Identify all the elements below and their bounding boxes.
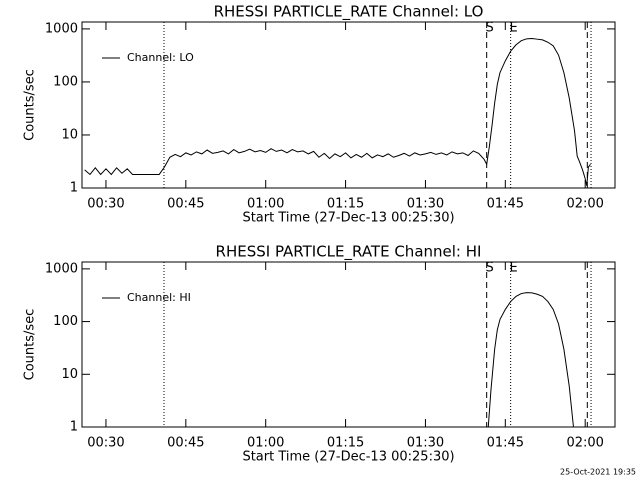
event-label: E — [510, 261, 518, 276]
y-tick-label: 100 — [53, 74, 78, 89]
y-tick-label: 1 — [70, 181, 78, 196]
x-tick-label: 01:45 — [487, 197, 524, 212]
x-tick-label: 01:00 — [247, 436, 284, 451]
x-tick-label: 00:45 — [167, 436, 204, 451]
series-line — [487, 292, 574, 428]
x-tick-label: 01:30 — [407, 197, 444, 212]
x-tick-label: 02:00 — [566, 197, 603, 212]
plot-frame — [81, 21, 616, 189]
x-tick-label: 00:30 — [87, 197, 124, 212]
x-tick-label: 01:45 — [487, 436, 524, 451]
event-label: S — [486, 21, 494, 36]
x-tick-label: 01:15 — [327, 436, 364, 451]
y-axis-label: Counts/sec — [23, 69, 38, 141]
y-tick-label: 10 — [61, 367, 78, 382]
chart-title: RHESSI PARTICLE_RATE Channel: HI — [216, 243, 482, 262]
chart-title: RHESSI PARTICLE_RATE Channel: LO — [214, 3, 484, 22]
y-tick-label: 100 — [53, 314, 78, 329]
x-tick-label: 00:30 — [87, 436, 124, 451]
x-tick-label: 01:15 — [327, 197, 364, 212]
plot-frame — [81, 261, 616, 428]
footer-timestamp: 25-Oct-2021 19:35 — [560, 468, 636, 477]
event-label: E — [510, 21, 518, 36]
x-tick-label: 00:45 — [167, 197, 204, 212]
y-axis-label: Counts/sec — [23, 309, 38, 381]
x-axis-label: Start Time (27-Dec-13 00:25:30) — [242, 450, 454, 465]
series-line — [84, 37, 591, 186]
x-tick-label: 01:00 — [247, 197, 284, 212]
y-tick-label: 1 — [70, 420, 78, 435]
y-tick-label: 10 — [61, 127, 78, 142]
event-label: S — [486, 261, 494, 276]
y-tick-label: 1000 — [45, 21, 78, 36]
x-tick-label: 01:30 — [407, 436, 444, 451]
y-tick-label: 1000 — [45, 261, 78, 276]
x-tick-label: 02:00 — [566, 436, 603, 451]
legend-label: Channel: LO — [127, 51, 194, 64]
x-axis-label: Start Time (27-Dec-13 00:25:30) — [242, 211, 454, 226]
legend-label: Channel: HI — [127, 291, 191, 304]
